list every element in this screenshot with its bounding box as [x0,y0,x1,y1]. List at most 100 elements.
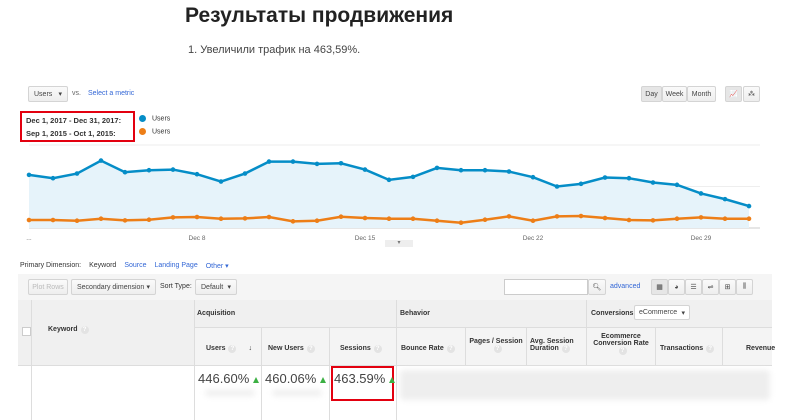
data-point [26,217,32,223]
data-point [170,215,176,220]
plot-rows-button[interactable]: Plot Rows [28,279,68,295]
data-point [650,180,656,185]
conversions-select[interactable]: eCommerce ▾ [634,305,690,320]
metric-select[interactable]: Users ▾ [28,86,68,102]
data-point [218,216,224,222]
comparison-view-icon[interactable]: ⇌ [702,279,719,295]
select-metric-link[interactable]: Select a metric [88,90,135,97]
behavior-group: Behavior [400,310,430,317]
data-point [266,214,272,220]
data-point [122,218,128,223]
divider [18,365,772,366]
data-point [554,184,560,189]
users-value: 446.60% [198,371,260,386]
pivot-view-icon[interactable]: ⫼ [736,279,753,295]
x-tick-label: Dec 8 [189,235,206,242]
help-icon: ? [373,345,382,353]
value-text: 463.59% [334,371,386,386]
data-point [434,165,440,171]
data-point [674,182,680,188]
data-point [578,213,584,219]
term-cloud-icon[interactable]: ⊞ [719,279,736,295]
data-point [266,159,272,164]
ecommerce-conversion-rate-column-header[interactable]: Ecommerce Conversion Rate? [590,333,652,355]
chevron-down-icon: ▾ [227,284,231,291]
select-all-checkbox[interactable] [22,327,31,336]
data-point [194,214,200,220]
data-point [578,181,584,187]
x-tick-label: Dec 29 [691,235,712,242]
motion-chart-icon[interactable]: ⁂ [743,86,760,102]
table-search-input[interactable] [504,279,588,295]
dimension-landing-page[interactable]: Landing Page [154,262,198,269]
data-point [314,218,320,223]
data-point [506,169,512,174]
data-point [602,175,608,180]
data-view-icon[interactable]: ▦ [651,279,668,295]
advanced-link[interactable]: advanced [610,283,641,290]
data-point [410,216,416,222]
sessions-column-header[interactable]: Sessions? [340,345,382,353]
users-chart: ... Dec 8 Dec 15 Dec 22 Dec 29 [26,144,760,242]
data-point [386,177,392,183]
column-label: New Users [268,345,304,352]
data-point [74,171,80,176]
transactions-column-header[interactable]: Transactions? [660,345,715,353]
x-tick-label: Dec 15 [355,235,376,242]
bounce-rate-column-header[interactable]: Bounce Rate? [401,345,455,353]
sort-type-select[interactable]: Default ▾ [195,279,237,295]
data-point [626,175,632,181]
column-label: Pages / Session [469,338,523,345]
pie-view-icon[interactable]: ◕ [668,279,685,295]
month-button[interactable]: Month [687,86,716,102]
revenue-column-header[interactable]: Revenue [746,345,776,352]
dimension-source[interactable]: Source [124,262,147,269]
pages-session-column-header[interactable]: Pages / Session? [467,338,525,353]
legend-series-current: Users [139,115,170,122]
sort-type-value: Default [201,283,224,291]
divider [655,327,656,365]
data-point [338,160,344,166]
legend-range-previous: Sep 1, 2015 - Oct 1, 2015: [26,129,116,138]
performance-view-icon[interactable]: ☰ [685,279,702,295]
data-point [146,167,152,173]
data-point [98,216,104,222]
divider [465,327,466,365]
data-point [482,167,488,173]
dimension-other[interactable]: Other ▾ [205,263,229,270]
chevron-down-icon: ▾ [58,91,62,98]
search-icon[interactable]: 🔍︎ [588,279,606,295]
arrow-up-icon [389,376,396,383]
acquisition-group: Acquisition [197,310,236,317]
value-text: 446.60% [198,371,250,386]
data-point [530,174,536,180]
legend-series-previous: Users [139,128,170,135]
metric-select-label: Users [34,90,53,98]
avg-session-duration-column-header[interactable]: Avg. Session Duration? [530,338,582,353]
help-icon: ? [706,345,715,353]
data-point [194,171,200,177]
day-button[interactable]: Day [641,86,662,102]
data-point [554,214,560,219]
column-label: Avg. Session Duration [530,338,574,352]
help-icon: ? [306,345,315,353]
x-tick-label: ... [26,235,32,242]
help-icon: ? [228,345,237,353]
chart-resize-handle[interactable]: ▾ [385,240,413,247]
week-button[interactable]: Week [662,86,687,102]
table-header-metrics [194,327,772,365]
new-users-column-header[interactable]: New Users? [268,345,315,353]
data-point [290,159,296,164]
secondary-dimension-select[interactable]: Secondary dimension ▾ [71,279,156,295]
column-label: Transactions [660,345,704,352]
help-icon: ? [561,345,570,353]
page-title: Результаты продвижения [185,4,454,27]
keyword-header[interactable]: Keyword? [48,326,89,334]
users-column-header[interactable]: Users? ↓ [206,345,252,353]
line-chart-icon[interactable]: 📈 [725,86,742,102]
data-point [362,167,368,172]
legend-label: Users [152,128,171,136]
help-icon: ? [493,345,502,353]
data-point [242,216,248,221]
data-point [362,215,368,221]
